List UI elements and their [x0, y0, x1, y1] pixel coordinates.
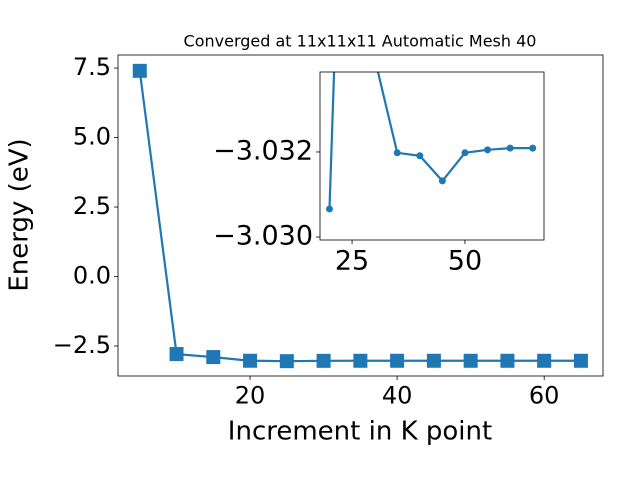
marker	[500, 353, 515, 368]
x-tick-label: 50	[448, 246, 482, 277]
marker	[243, 353, 258, 368]
axes-frame	[117, 54, 604, 377]
marker	[416, 152, 424, 160]
marker	[316, 353, 331, 368]
x-tick-label: 40	[382, 381, 413, 409]
plot-area	[132, 63, 588, 369]
y-tick-label: 5.0	[73, 123, 111, 151]
y-tick-label: 7.5	[73, 53, 111, 81]
marker	[484, 146, 492, 154]
marker	[325, 205, 333, 213]
marker	[390, 353, 405, 368]
x-tick-label: 20	[235, 381, 266, 409]
marker	[573, 353, 588, 368]
x-tick-label: 60	[529, 381, 560, 409]
plot-area	[325, 72, 537, 213]
marker	[529, 144, 537, 152]
x-axis-label: Increment in K point	[228, 417, 492, 447]
marker	[426, 353, 441, 368]
marker	[132, 63, 147, 78]
chart-title: Converged at 11x11x11 Automatic Mesh 40	[184, 32, 537, 51]
axes-frame	[319, 71, 545, 241]
marker	[393, 149, 401, 157]
marker	[461, 149, 469, 157]
y-tick-label: 0.0	[73, 262, 111, 290]
x-tick-label: 25	[335, 246, 369, 277]
marker	[506, 144, 514, 152]
marker	[438, 177, 446, 185]
y-tick-label: −3.030	[213, 221, 313, 252]
marker	[463, 353, 478, 368]
marker	[279, 354, 294, 369]
y-tick-label: −2.5	[53, 331, 111, 359]
y-tick-label: −3.032	[213, 135, 313, 166]
marker	[206, 350, 221, 365]
y-tick-label: 2.5	[73, 192, 111, 220]
y-axis-label: Energy (eV)	[5, 138, 35, 291]
marker	[169, 347, 184, 362]
inset-background	[320, 72, 544, 240]
series-line	[328, 72, 533, 209]
marker	[537, 353, 552, 368]
marker	[353, 353, 368, 368]
